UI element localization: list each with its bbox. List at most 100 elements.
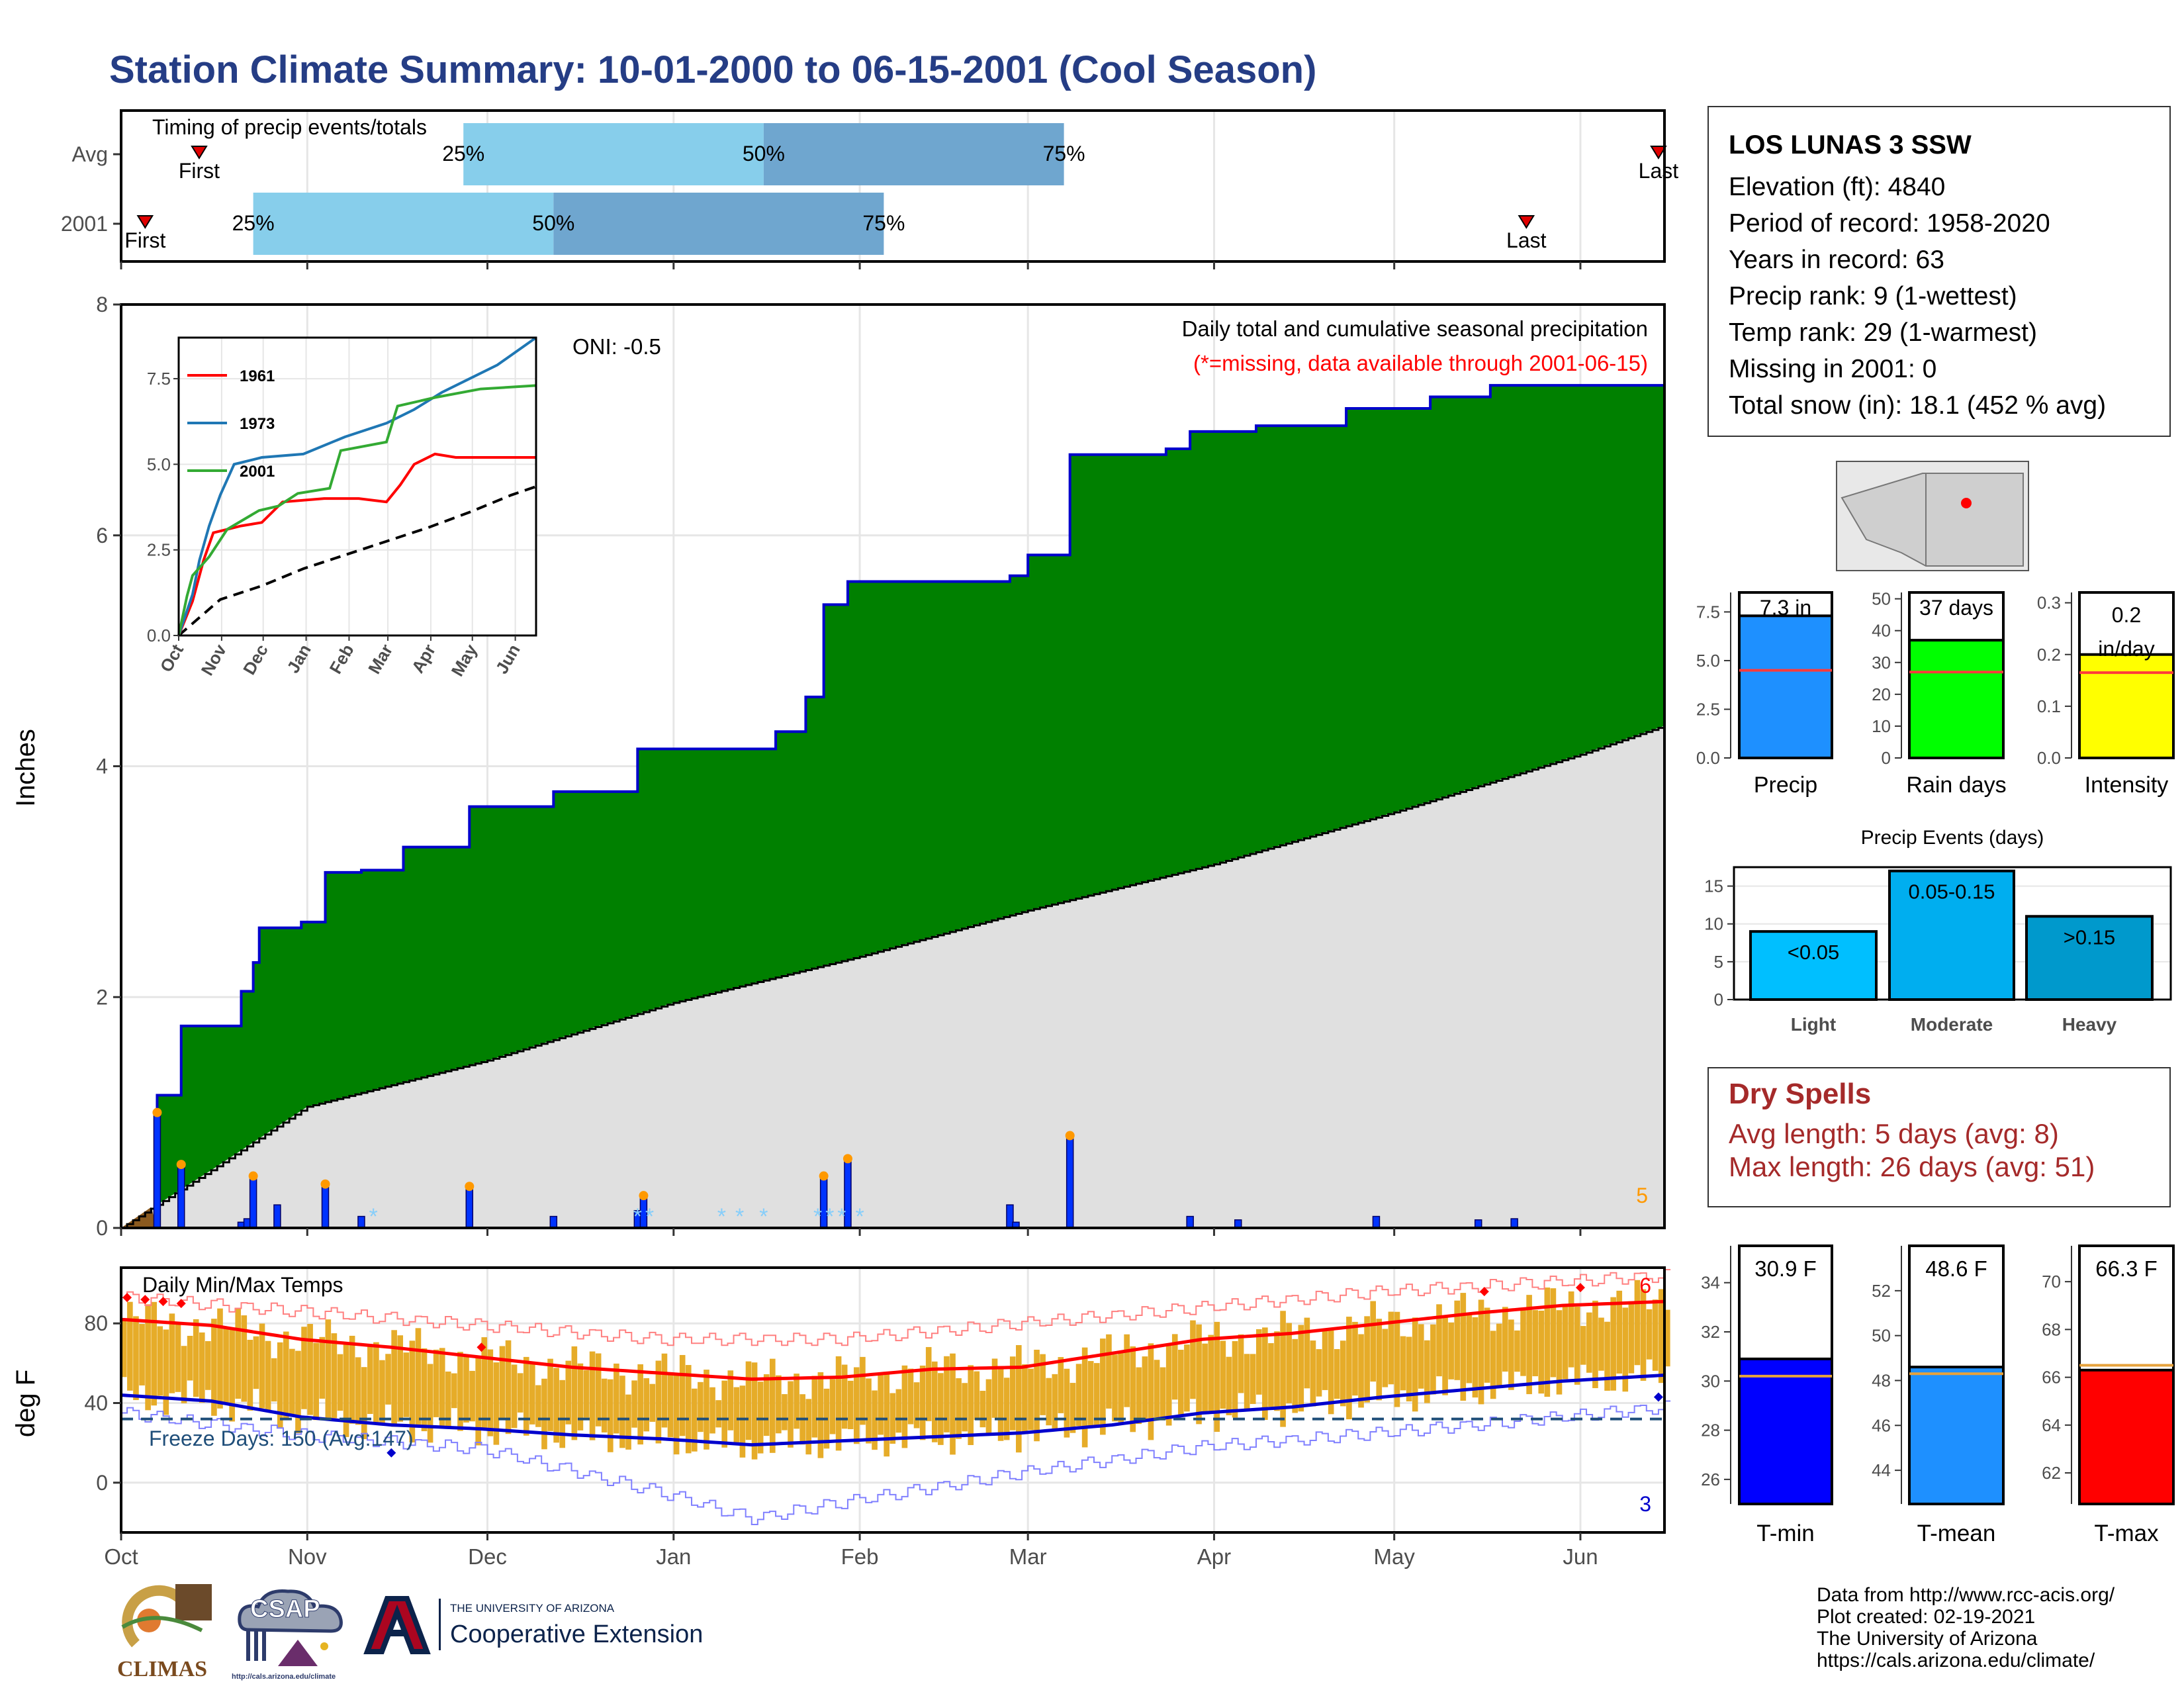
daily-temp-bar xyxy=(1075,1364,1082,1427)
first-event-label: First xyxy=(124,228,165,252)
daily-temp-bar xyxy=(1622,1307,1629,1392)
daily-precip-heavy-marker xyxy=(465,1182,475,1192)
precip-corner-count: 5 xyxy=(1636,1184,1648,1207)
inset-series-line xyxy=(177,384,537,636)
snow-day-marker: * xyxy=(855,1204,864,1229)
daily-temp-bar xyxy=(319,1336,326,1399)
record-high-marker xyxy=(1575,1283,1585,1293)
last-event-label: Last xyxy=(1506,228,1547,252)
station-line-years: Years in record: 63 xyxy=(1729,246,1944,274)
daily-temp-bar xyxy=(829,1379,836,1434)
precip-ytick-label: 0 xyxy=(96,1216,108,1240)
daily-temp-bar xyxy=(1316,1349,1322,1397)
daily-temp-bar xyxy=(1520,1309,1526,1376)
climas-logo: CLIMAS xyxy=(109,1581,215,1681)
daily-temp-bar xyxy=(1664,1309,1670,1367)
inset-ytick-label: 5.0 xyxy=(147,454,171,474)
daily-temp-bar xyxy=(601,1378,608,1432)
daily-temp-bar xyxy=(1286,1323,1292,1403)
daily-temp-bar xyxy=(523,1356,529,1436)
precip-title: Daily total and cumulative seasonal prec… xyxy=(1182,316,1648,341)
daily-precip-heavy-marker xyxy=(320,1179,330,1189)
daily-temp-bar xyxy=(872,1390,878,1450)
small-panel-ytick-label: 52 xyxy=(1872,1281,1891,1301)
small-panel-ytick-label: 26 xyxy=(1701,1470,1720,1489)
daily-temp-bar xyxy=(860,1356,866,1425)
daily-temp-bar xyxy=(223,1327,229,1403)
temp-title: Daily Min/Max Temps xyxy=(142,1273,343,1297)
daily-temp-bar xyxy=(673,1373,680,1455)
daily-temp-bar xyxy=(583,1370,590,1418)
tsum-value-label: 66.3 F xyxy=(2095,1256,2158,1281)
daily-temp-bar xyxy=(1436,1304,1442,1377)
daily-temp-bar xyxy=(1328,1330,1334,1415)
daily-temp-bar xyxy=(1190,1320,1196,1399)
daily-temp-bar xyxy=(409,1340,416,1443)
daily-temp-bar xyxy=(1478,1299,1484,1405)
daily-precip-bar xyxy=(1510,1218,1518,1229)
daily-temp-bar xyxy=(1202,1343,1208,1413)
daily-temp-bar xyxy=(895,1389,902,1433)
daily-temp-bar xyxy=(1544,1288,1551,1397)
small-panel-ytick-label: 32 xyxy=(1701,1322,1720,1342)
record-high-marker xyxy=(1479,1287,1489,1297)
daily-temp-bar xyxy=(1376,1319,1383,1401)
daily-temp-bar xyxy=(637,1364,643,1445)
daily-temp-bar xyxy=(1352,1321,1358,1396)
precip-ylabel: Inches xyxy=(11,729,40,807)
daily-temp-bar xyxy=(1052,1374,1058,1430)
record-high-marker xyxy=(122,1293,132,1303)
snow-day-marker: * xyxy=(837,1204,846,1229)
daily-precip-heavy-marker xyxy=(819,1171,829,1181)
daily-precip-bar xyxy=(273,1204,281,1229)
daily-temp-bar xyxy=(782,1394,788,1430)
events-ytick-label: 15 xyxy=(1704,876,1723,896)
small-panel-bar xyxy=(2078,1368,2175,1506)
daily-temp-bar xyxy=(1298,1325,1304,1412)
daily-temp-bar xyxy=(1532,1310,1538,1377)
daily-temp-bar xyxy=(1064,1368,1070,1438)
daily-temp-bar xyxy=(1466,1314,1473,1383)
daily-temp-bar xyxy=(421,1348,428,1432)
daily-temp-bar xyxy=(1658,1289,1664,1383)
daily-temp-bar xyxy=(349,1335,355,1424)
station-line-elevation: Elevation (ft): 4840 xyxy=(1729,173,1946,201)
temp-ytick-label: 0 xyxy=(96,1471,108,1495)
daily-temp-bar xyxy=(1208,1335,1214,1414)
credit-url: https://cals.arizona.edu/climate/ xyxy=(1817,1650,2095,1671)
snow-day-marker: * xyxy=(825,1204,834,1229)
daily-temp-bar xyxy=(745,1361,752,1440)
small-panel-ytick-label: 64 xyxy=(2042,1415,2061,1435)
daily-temp-bar xyxy=(1310,1340,1316,1407)
daily-temp-bar xyxy=(517,1373,523,1413)
daily-temp-bar xyxy=(439,1348,445,1429)
daily-temp-bar xyxy=(715,1400,721,1428)
small-panel-ytick-label: 5.0 xyxy=(1696,651,1720,671)
daily-precip-bar xyxy=(1066,1135,1074,1229)
daily-temp-bar xyxy=(205,1340,211,1390)
daily-temp-bar xyxy=(788,1381,794,1448)
credit-plot-created: Plot created: 02-19-2021 xyxy=(1817,1606,2036,1628)
daily-temp-bar xyxy=(901,1365,908,1448)
daily-temp-bar xyxy=(1226,1356,1232,1415)
timing-bar-50-75 xyxy=(763,123,1064,185)
daily-temp-bar xyxy=(721,1380,728,1448)
daily-temp-bar xyxy=(361,1367,367,1440)
dry-spells-box: Dry Spells Avg length: 5 days (avg: 8) M… xyxy=(1707,1067,2171,1207)
daily-precip-bar xyxy=(177,1164,185,1229)
daily-precip-heavy-marker xyxy=(842,1154,852,1164)
station-line-period: Period of record: 1958-2020 xyxy=(1729,209,2050,238)
daily-temp-bar xyxy=(1484,1307,1490,1383)
daily-temp-bar xyxy=(211,1319,217,1416)
precip-ytick-label: 2 xyxy=(96,985,108,1009)
daily-temp-bar xyxy=(1370,1301,1376,1382)
daily-temp-bar xyxy=(589,1351,596,1440)
daily-temp-bar xyxy=(1262,1327,1268,1420)
daily-temp-bar xyxy=(511,1364,518,1429)
timing-label-50: 50% xyxy=(532,211,574,235)
daily-temp-bar xyxy=(1238,1334,1244,1393)
month-axis-label: Mar xyxy=(1009,1544,1047,1569)
dry-spells-avg: Avg length: 5 days (avg: 8) xyxy=(1729,1118,2059,1149)
daily-temp-bar xyxy=(1154,1360,1160,1418)
daily-temp-bar xyxy=(1430,1324,1436,1395)
